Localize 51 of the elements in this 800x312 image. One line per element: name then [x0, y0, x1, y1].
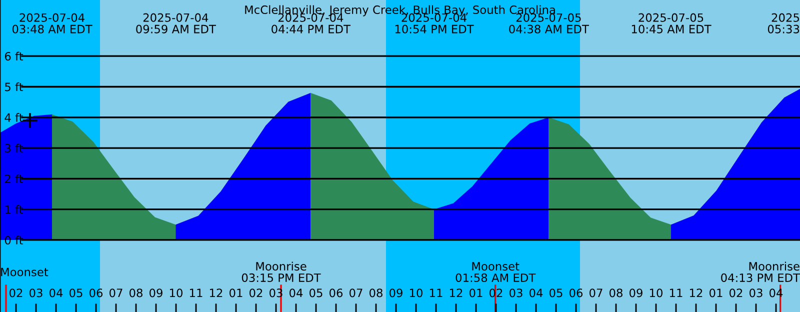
x-tick-label: 02 — [250, 288, 262, 298]
ref-line-label: Moonrise 03:15 PM EDT — [242, 262, 321, 282]
y-tick-label: 1 ft — [5, 205, 24, 214]
x-tick-label: 06 — [570, 288, 583, 298]
annotation: 2025 05:33 — [768, 13, 800, 34]
x-tick-label: 09 — [390, 288, 402, 298]
y-tick-label: 5 ft — [5, 82, 24, 92]
x-tick-label: 08 — [370, 288, 382, 298]
x-tick-label: 05 — [550, 288, 562, 298]
x-tick-label: 03 — [30, 288, 42, 298]
x-tick-label: 04 — [290, 288, 303, 298]
x-tick-label: 02 — [730, 288, 742, 298]
x-tick-label: 01 — [470, 288, 482, 298]
x-tick-label: 02 — [10, 288, 22, 298]
x-tick-label: 04 — [50, 288, 63, 298]
x-tick-label: 09 — [150, 288, 162, 298]
x-tick-label: 06 — [90, 288, 103, 298]
annotation: 2025-07-04 09:59 AM EDT — [136, 13, 216, 34]
x-tick-label: 01 — [710, 288, 722, 298]
x-tick-label: 04 — [530, 288, 543, 298]
annotation: 2025-07-04 03:48 AM EDT — [12, 13, 92, 34]
ref-line-label: Moonset — [1, 268, 48, 276]
x-tick-label: 01 — [230, 288, 242, 298]
x-tick-label: 05 — [70, 288, 82, 298]
ref-line-label: Moonset 01:58 AM EDT — [456, 262, 536, 282]
x-tick-label: 05 — [310, 288, 322, 298]
x-tick-label: 03 — [510, 288, 522, 298]
x-tick-label: 12 — [450, 288, 462, 298]
x-tick-label: 11 — [430, 288, 442, 298]
x-tick-label: 07 — [590, 288, 602, 298]
x-tick-label: 06 — [330, 288, 343, 298]
x-tick-label: 11 — [190, 288, 202, 298]
annotation: 2025-07-05 04:38 AM EDT — [509, 13, 589, 34]
annotation: 2025-07-05 10:45 AM EDT — [632, 13, 712, 34]
x-tick-label: 10 — [170, 288, 182, 298]
y-tick-label: 6 ft — [4, 52, 24, 61]
x-tick-label: 12 — [690, 288, 702, 298]
x-tick-label: 11 — [670, 288, 682, 298]
x-tick-label: 03 — [750, 288, 762, 298]
x-tick-label: 09 — [630, 288, 642, 298]
x-tick-label: 07 — [110, 288, 122, 298]
x-tick-label: 07 — [350, 288, 362, 298]
x-tick-label: 10 — [410, 288, 422, 298]
x-tick-label: 10 — [650, 288, 662, 298]
ref-line-label: Moonrise 04:13 PM EDT — [721, 262, 800, 282]
y-tick-label: 4 ft — [4, 113, 24, 122]
y-tick-label: 2 ft — [5, 174, 24, 184]
x-tick-label: 08 — [130, 288, 142, 298]
x-tick-label: 12 — [210, 288, 222, 298]
y-tick-label: 3 ft — [5, 144, 24, 153]
x-tick-label: 08 — [610, 288, 622, 298]
